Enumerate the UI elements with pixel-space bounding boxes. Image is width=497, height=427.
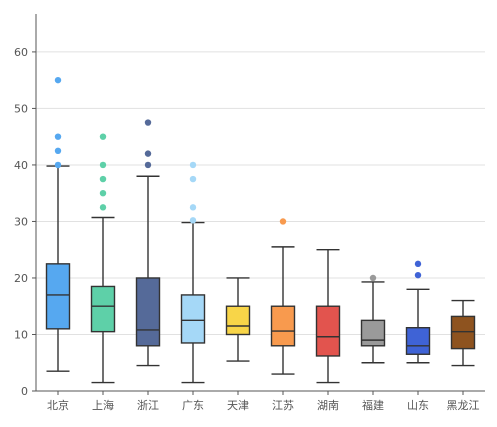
y-tick-label: 40 (14, 159, 28, 172)
iqr-box (360, 319, 386, 347)
outlier-point (189, 161, 197, 169)
x-tick-label: 福建 (362, 398, 384, 412)
box-4 (180, 161, 206, 384)
outlier-point (54, 76, 62, 84)
box-1 (45, 76, 71, 372)
box-9 (405, 260, 431, 364)
outlier-point (54, 161, 62, 169)
outlier-point (189, 217, 197, 224)
outlier-point (99, 204, 107, 211)
y-tick-label: 0 (21, 385, 28, 398)
x-tick-label: 天津 (227, 399, 249, 412)
box-8 (360, 274, 386, 364)
outlier-point (189, 175, 197, 183)
box-3 (135, 119, 161, 367)
iqr-box (315, 305, 341, 357)
iqr-box (405, 327, 431, 355)
outlier-point (99, 161, 107, 169)
box-10 (450, 299, 476, 367)
axes (32, 14, 485, 395)
iqr-box (135, 277, 161, 347)
y-tick-label: 20 (14, 272, 28, 285)
outlier-point (54, 147, 62, 155)
outlier-point (189, 204, 197, 211)
box-2 (90, 133, 116, 384)
outlier-point (414, 271, 422, 279)
x-tick-label: 广东 (182, 399, 204, 412)
outlier-point (144, 150, 152, 157)
y-tick-label: 60 (14, 46, 28, 59)
x-tick-labels: 北京 上海 浙江 广东 天津 江苏 湖南 福建 山东 黑龙江 (47, 398, 480, 412)
iqr-box (90, 285, 116, 333)
iqr-box (450, 315, 476, 350)
y-tick-labels: 0 10 20 30 40 50 60 (14, 46, 28, 398)
outlier-point (144, 119, 152, 126)
outlier-point (144, 161, 152, 169)
x-tick-label: 浙江 (137, 399, 159, 412)
outlier-point (99, 189, 107, 197)
iqr-box (45, 263, 71, 330)
outlier-point (99, 133, 107, 140)
outlier-point (369, 274, 377, 282)
iqr-box (225, 305, 251, 336)
y-tick-label: 50 (14, 102, 28, 115)
y-tick-label: 10 (14, 328, 28, 341)
x-tick-label: 山东 (407, 399, 429, 412)
box-6 (270, 218, 296, 375)
outlier-point (99, 175, 107, 183)
box-5 (225, 277, 251, 362)
x-tick-label: 江苏 (272, 399, 294, 412)
box-7 (315, 249, 341, 384)
boxes (45, 76, 476, 384)
x-tick-label: 湖南 (317, 399, 339, 412)
iqr-box (180, 294, 206, 344)
outlier-point (414, 260, 422, 268)
x-tick-label: 北京 (47, 398, 69, 412)
outlier-point (279, 218, 287, 225)
y-tick-label: 30 (14, 215, 28, 228)
x-tick-label: 黑龙江 (447, 399, 480, 412)
x-tick-label: 上海 (92, 398, 114, 412)
iqr-box (270, 305, 296, 347)
outlier-point (54, 133, 62, 140)
